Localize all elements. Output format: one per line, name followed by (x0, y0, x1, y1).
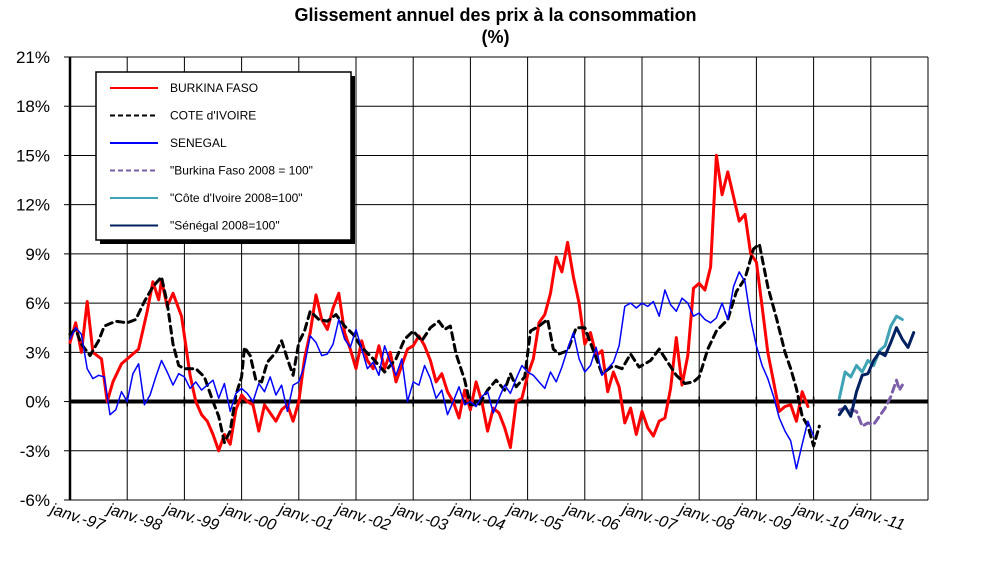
legend-label: "Burkina Faso 2008 = 100" (170, 164, 313, 178)
legend-label: "Sénégal 2008=100" (170, 219, 280, 233)
x-tick-label: janv.-07 (618, 500, 679, 534)
series-line-3 (69, 271, 815, 470)
y-tick-label: 6% (25, 294, 50, 313)
legend: BURKINA FASO COTE d'IVOIRE SENEGAL "Burkina… (95, 71, 355, 244)
series-line-1 (68, 153, 810, 453)
y-tick-label: 3% (25, 343, 50, 362)
y-tick-label: -6% (20, 491, 50, 510)
legend-label: BURKINA FASO (170, 81, 258, 95)
y-tick-label: 12% (16, 196, 50, 215)
y-tick-label: 15% (16, 146, 50, 165)
series-line-5 (837, 314, 904, 400)
x-tick-label: janv.-08 (676, 500, 736, 534)
legend-box (95, 71, 352, 241)
y-tick-label: 18% (16, 97, 50, 116)
x-tick-label: janv.-01 (275, 500, 335, 534)
x-tick-label: janv.-98 (104, 500, 164, 534)
x-tick-label: janv.-10 (790, 500, 850, 534)
series-lines (68, 153, 916, 470)
x-tick-label: janv.-97 (46, 500, 107, 534)
x-tick-label: janv.-11 (848, 501, 907, 535)
x-tick-label: janv.-06 (561, 500, 621, 534)
y-tick-label: 0% (25, 393, 50, 412)
x-tick-label: janv.-99 (161, 500, 221, 534)
legend-label: COTE d'IVOIRE (170, 109, 256, 123)
x-tick-label: janv.-02 (332, 500, 392, 534)
legend-label: "Côte d'Ivoire 2008=100" (170, 191, 303, 205)
y-tick-label: -3% (20, 442, 50, 461)
x-tick-label: janv.-03 (390, 500, 450, 534)
y-tick-label: 9% (25, 245, 50, 264)
x-tick-label: janv.-04 (447, 500, 507, 534)
chart-title: Glissement annuel des prix à la consomma… (0, 4, 991, 48)
x-tick-label: janv.-09 (733, 500, 793, 534)
x-tick-label: janv.-05 (504, 500, 564, 534)
chart-title-main: Glissement annuel des prix à la consomma… (294, 5, 697, 25)
x-tick-label: janv.-00 (218, 500, 278, 534)
legend-label: SENEGAL (170, 136, 227, 150)
series-line-6 (837, 326, 916, 418)
chart-subtitle: (%) (481, 27, 510, 47)
y-tick-label: 21% (16, 48, 50, 67)
series-line-2 (68, 242, 821, 448)
